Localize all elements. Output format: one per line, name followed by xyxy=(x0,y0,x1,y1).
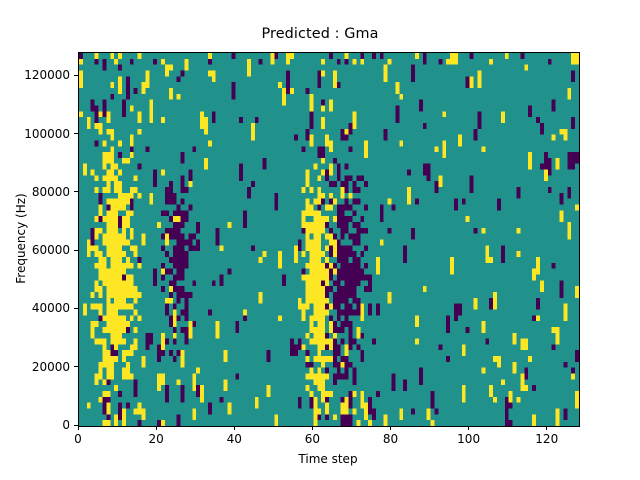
y-tick-label: 0 xyxy=(62,418,70,432)
y-tick-mark xyxy=(74,133,78,135)
y-tick-mark xyxy=(74,366,78,368)
y-tick-label: 80000 xyxy=(31,184,70,199)
x-tick-mark xyxy=(468,426,470,430)
x-tick-mark xyxy=(233,426,235,430)
y-tick-label: 60000 xyxy=(31,243,70,258)
heatmap-image xyxy=(79,53,579,426)
x-tick-label: 20 xyxy=(148,432,164,446)
y-tick-label: 20000 xyxy=(31,359,70,374)
y-tick-mark xyxy=(74,307,78,310)
x-tick-label: 60 xyxy=(304,432,321,446)
x-tick-label: 80 xyxy=(382,432,399,446)
x-tick-label: 120 xyxy=(535,432,559,446)
x-tick-mark xyxy=(155,426,157,430)
x-tick-label: 100 xyxy=(457,432,481,446)
y-tick-mark xyxy=(74,249,78,251)
y-tick-label: 40000 xyxy=(31,301,70,316)
x-axis-label: Time step xyxy=(298,452,358,466)
x-tick-label: 40 xyxy=(226,432,242,446)
heatmap-axes xyxy=(78,52,580,427)
y-tick-mark xyxy=(74,424,78,426)
x-tick-mark xyxy=(77,426,79,430)
x-tick-mark xyxy=(546,426,548,430)
x-tick-mark xyxy=(390,426,392,430)
y-tick-label: 120000 xyxy=(24,68,70,83)
y-axis-label: Frequency (Hz) xyxy=(14,193,28,284)
x-tick-label: 0 xyxy=(74,432,82,446)
y-tick-mark xyxy=(74,74,78,76)
page-title: Predicted : Gma xyxy=(261,26,379,42)
y-tick-label: 100000 xyxy=(24,126,70,141)
x-tick-mark xyxy=(311,426,313,430)
y-tick-mark xyxy=(74,191,78,193)
